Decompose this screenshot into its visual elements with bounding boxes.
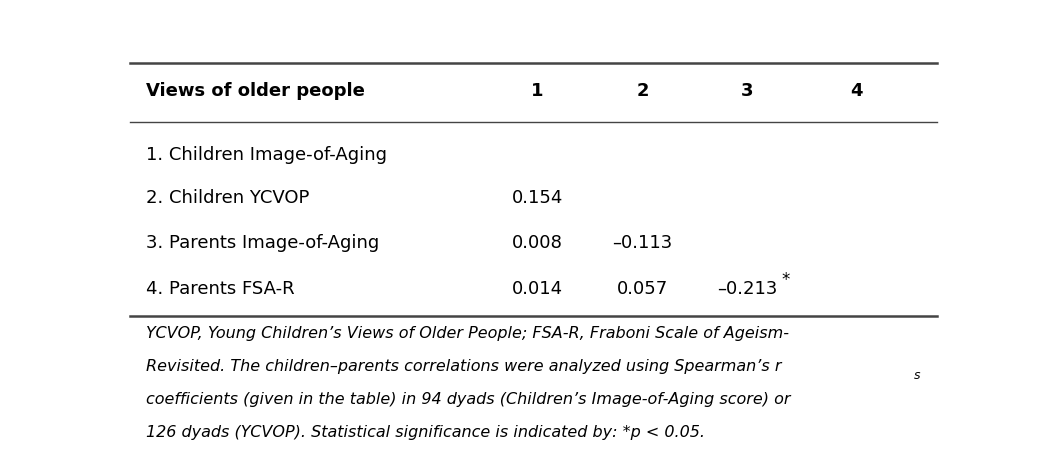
Text: *: *: [782, 271, 790, 289]
Text: s: s: [914, 369, 921, 382]
Text: Revisited. The children–parents correlations were analyzed using Spearman’s r: Revisited. The children–parents correlat…: [146, 359, 782, 374]
Text: 2. Children YCVOP: 2. Children YCVOP: [146, 189, 309, 207]
Text: 0.057: 0.057: [617, 280, 668, 298]
Text: coefficients (given in the table) in 94 dyads (Children’s Image-of-Aging score) : coefficients (given in the table) in 94 …: [146, 392, 791, 407]
Text: 126 dyads (YCVOP). Statistical significance is indicated by: *p < 0.05.: 126 dyads (YCVOP). Statistical significa…: [146, 425, 705, 440]
Text: 0.154: 0.154: [512, 189, 563, 207]
Text: 2: 2: [636, 82, 649, 100]
Text: 4: 4: [849, 82, 863, 100]
Text: YCVOP, Young Children’s Views of Older People; FSA-R, Fraboni Scale of Ageism-: YCVOP, Young Children’s Views of Older P…: [146, 326, 789, 341]
Text: –0.213: –0.213: [717, 280, 778, 298]
Text: 1: 1: [531, 82, 543, 100]
Text: 0.014: 0.014: [512, 280, 563, 298]
Text: 3: 3: [741, 82, 754, 100]
Text: 0.008: 0.008: [512, 235, 563, 253]
Text: –0.113: –0.113: [612, 235, 672, 253]
Text: 1. Children Image-of-Aging: 1. Children Image-of-Aging: [146, 146, 387, 164]
Text: Views of older people: Views of older people: [146, 82, 365, 100]
Text: 4. Parents FSA-R: 4. Parents FSA-R: [146, 280, 295, 298]
Text: 3. Parents Image-of-Aging: 3. Parents Image-of-Aging: [146, 235, 380, 253]
